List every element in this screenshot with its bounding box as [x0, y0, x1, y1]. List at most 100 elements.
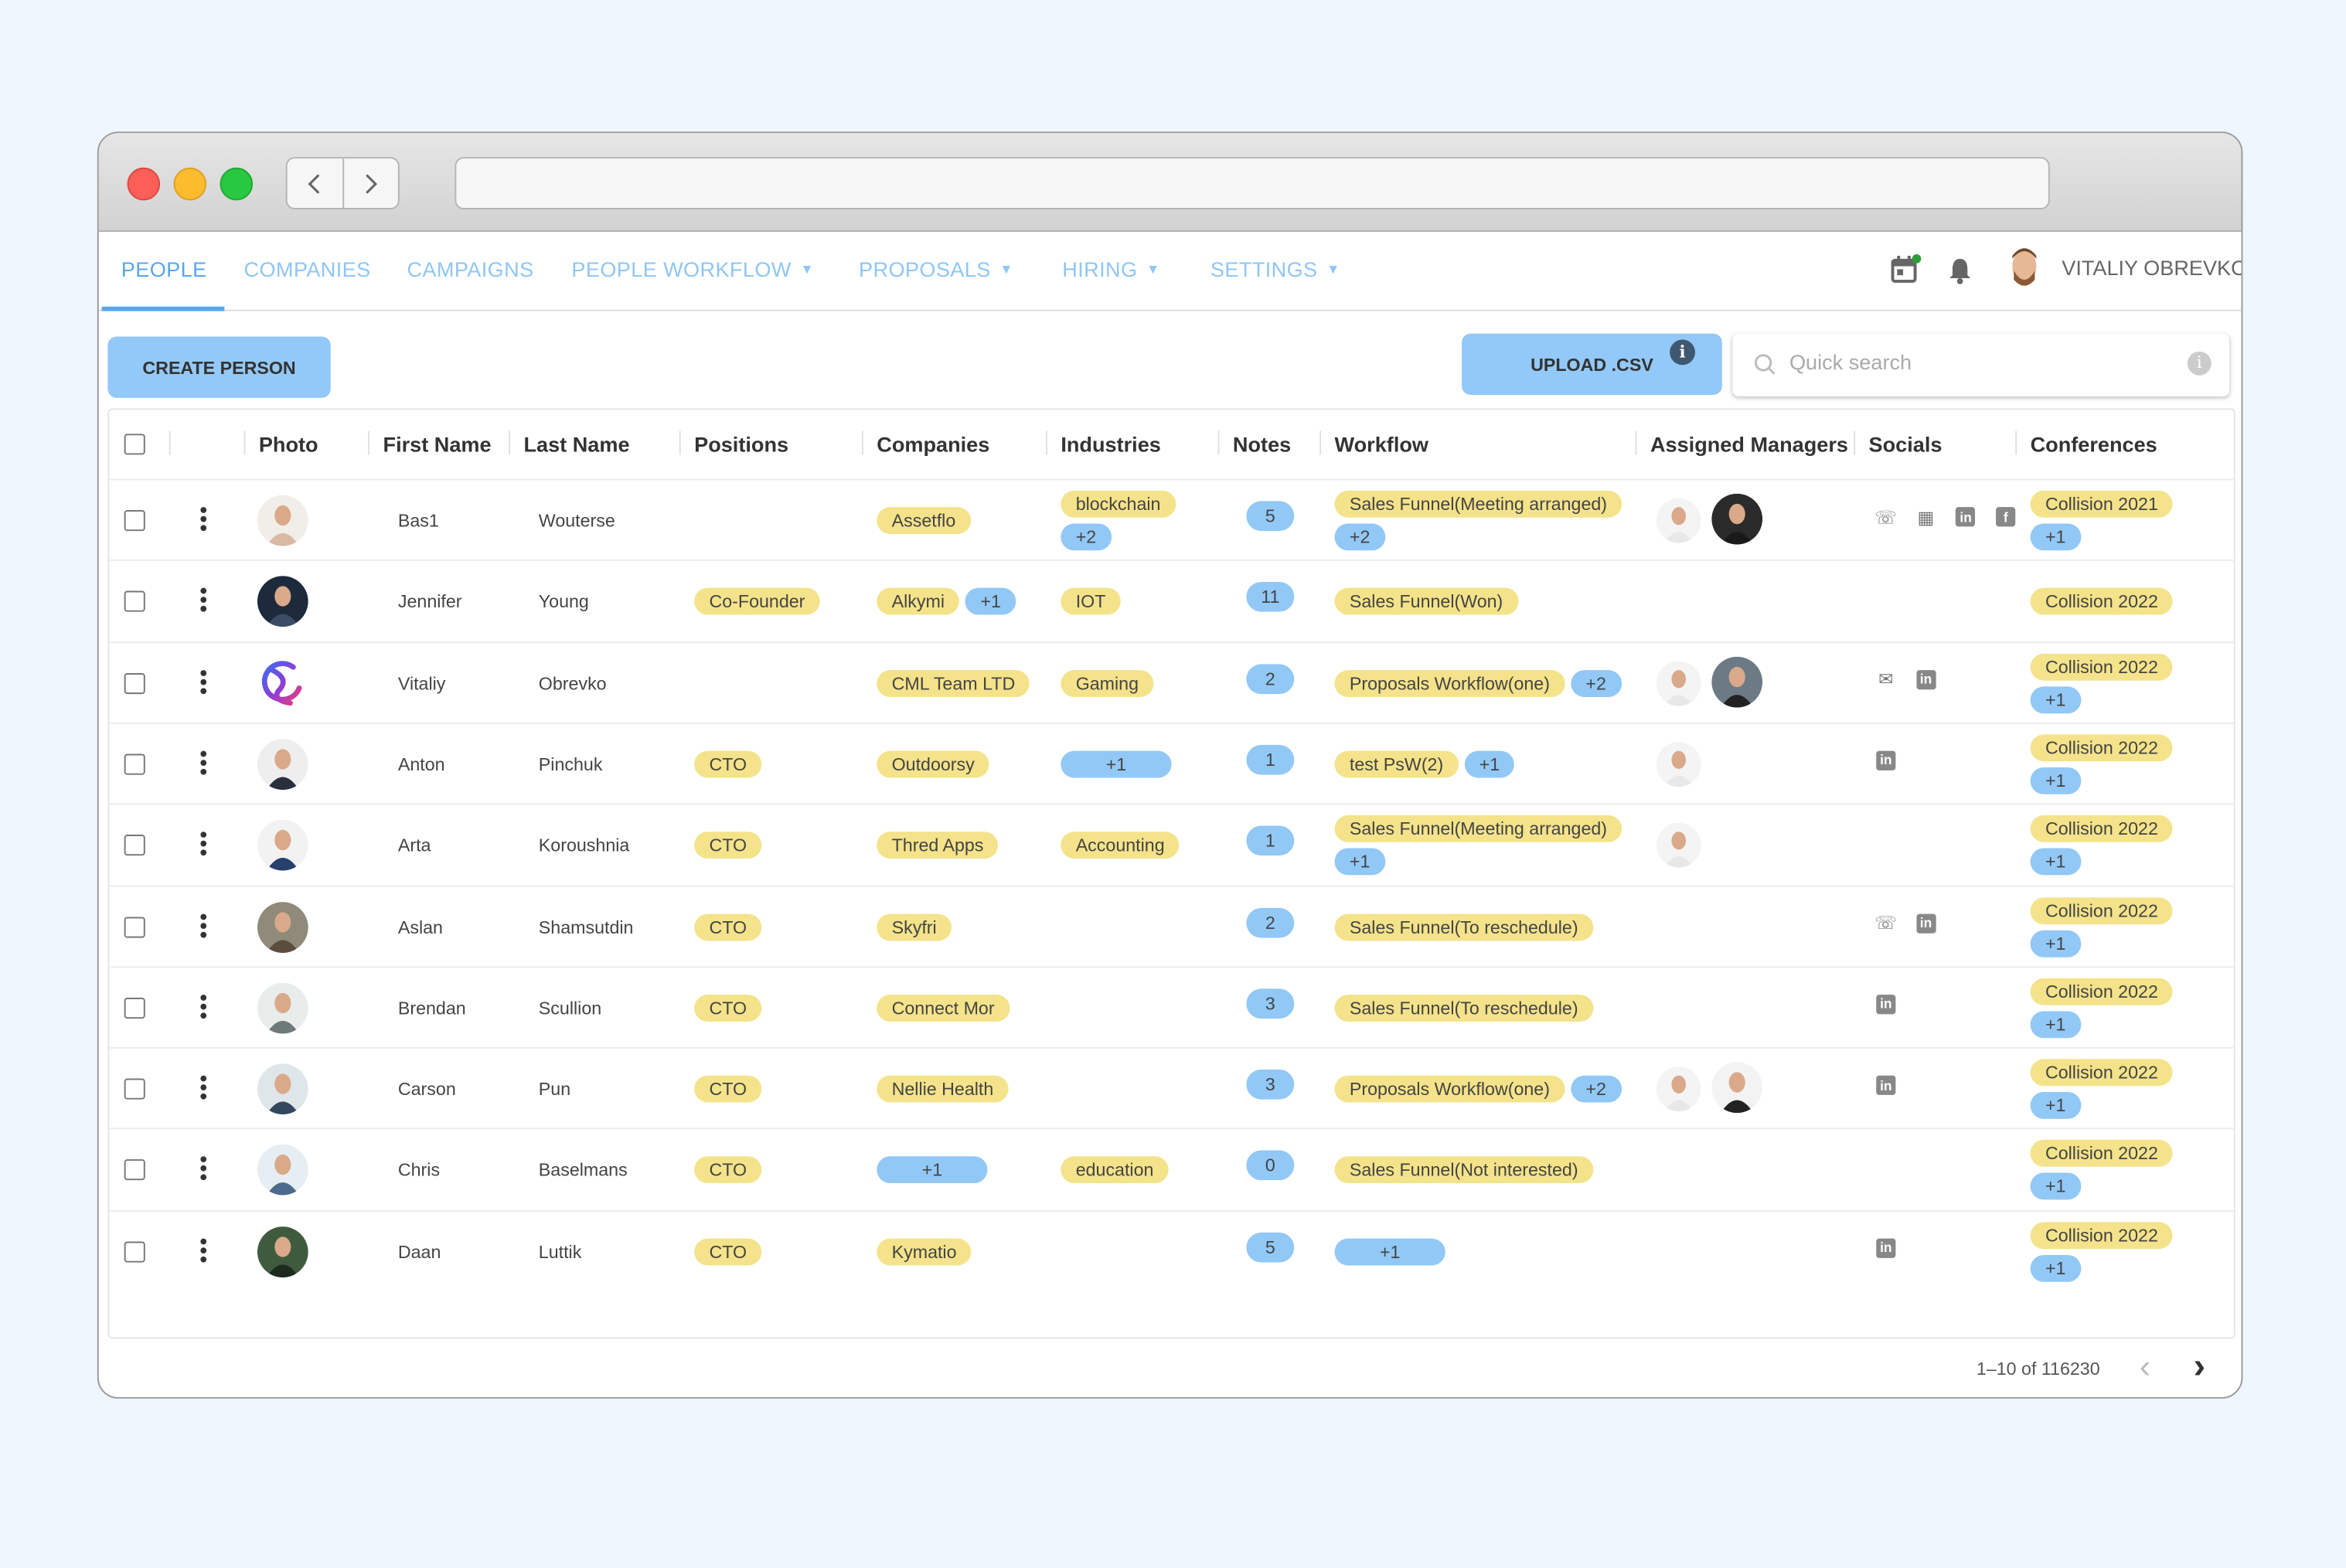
- notes-count-badge[interactable]: 1: [1246, 825, 1295, 856]
- tag-chip[interactable]: education: [1061, 1156, 1169, 1184]
- more-chip[interactable]: +1: [2030, 523, 2081, 551]
- more-chip[interactable]: +1: [2030, 767, 2081, 794]
- column-header-last-name[interactable]: Last Name: [523, 432, 630, 457]
- prev-page-button[interactable]: ‹: [2139, 1347, 2151, 1386]
- tag-chip[interactable]: Outdoorsy: [877, 750, 990, 778]
- user-avatar[interactable]: [2005, 244, 2044, 295]
- tag-chip[interactable]: Sales Funnel(Meeting arranged): [1334, 815, 1622, 843]
- calendar-icon[interactable]: [1890, 253, 1923, 286]
- table-row[interactable]: Chris Baselmans CTO +1 education 0 Sales Funne…: [109, 1128, 2234, 1210]
- forward-button[interactable]: [343, 158, 398, 208]
- column-header-industries[interactable]: Industries: [1061, 432, 1161, 457]
- notes-count-badge[interactable]: 0: [1246, 1151, 1295, 1181]
- facebook-icon[interactable]: f: [1996, 507, 2016, 527]
- notes-count-badge[interactable]: 3: [1246, 1070, 1295, 1100]
- tag-chip[interactable]: Collision 2022: [2030, 815, 2174, 843]
- tag-chip[interactable]: test PsW(2): [1334, 750, 1459, 778]
- email-icon[interactable]: ✉: [1878, 668, 1894, 690]
- tag-chip[interactable]: Collision 2022: [2030, 1059, 2174, 1087]
- tab-proposals[interactable]: PROPOSALS ▼: [859, 257, 1013, 281]
- linkedin-icon[interactable]: in: [1915, 913, 1936, 933]
- search-info-icon[interactable]: i: [2187, 351, 2212, 376]
- tag-chip[interactable]: CTO: [694, 994, 762, 1022]
- more-chip[interactable]: +1: [2030, 848, 2081, 876]
- column-header-conferences[interactable]: Conferences: [2030, 432, 2157, 457]
- row-checkbox[interactable]: [124, 672, 145, 694]
- tag-chip[interactable]: Collision 2022: [2030, 896, 2174, 924]
- row-menu-button[interactable]: [199, 505, 208, 540]
- tab-companies[interactable]: COMPANIES: [244, 257, 371, 281]
- search-input[interactable]: [1786, 348, 2182, 376]
- more-chip[interactable]: +1: [965, 588, 1016, 616]
- more-chip[interactable]: +1: [2030, 929, 2081, 957]
- minimize-window-button[interactable]: [173, 167, 207, 201]
- tag-chip[interactable]: CTO: [694, 832, 762, 859]
- notes-count-badge[interactable]: 3: [1246, 988, 1295, 1019]
- more-chip[interactable]: +1: [1334, 848, 1385, 876]
- back-button[interactable]: [288, 158, 344, 209]
- row-menu-button[interactable]: [199, 750, 208, 784]
- tab-people-workflow[interactable]: PEOPLE WORKFLOW ▼: [571, 257, 814, 281]
- more-chip[interactable]: +1: [2030, 1173, 2081, 1201]
- tag-chip[interactable]: Sales Funnel(Meeting arranged): [1334, 490, 1622, 518]
- table-row[interactable]: Anton Pinchuk CTO Outdoorsy +1 1 test PsW(2) +1…: [109, 722, 2234, 804]
- tag-chip[interactable]: Accounting: [1061, 832, 1180, 859]
- tab-hiring[interactable]: HIRING ▼: [1062, 257, 1159, 281]
- tag-chip[interactable]: Gaming: [1061, 669, 1154, 697]
- row-checkbox[interactable]: [124, 591, 145, 613]
- tag-chip[interactable]: Proposals Workflow(one): [1334, 669, 1565, 697]
- tag-chip[interactable]: Collision 2022: [2030, 734, 2174, 762]
- table-row[interactable]: Carson Pun CTO Nellie Health 3 Proposals Work…: [109, 1047, 2234, 1129]
- tag-chip[interactable]: Proposals Workflow(one): [1334, 1075, 1565, 1103]
- linkedin-icon[interactable]: in: [1956, 507, 1976, 527]
- more-chip[interactable]: +2: [1334, 523, 1385, 551]
- info-icon[interactable]: i: [1670, 339, 1696, 366]
- row-menu-button[interactable]: [199, 912, 208, 947]
- tag-chip[interactable]: blockchain: [1061, 490, 1176, 518]
- row-checkbox[interactable]: [124, 753, 145, 775]
- more-chip[interactable]: +2: [1571, 669, 1622, 697]
- next-page-button[interactable]: ›: [2193, 1346, 2206, 1387]
- more-chip[interactable]: +1: [2030, 1254, 2081, 1282]
- phone-icon[interactable]: ☏: [1874, 912, 1898, 934]
- more-chip[interactable]: +1: [2030, 1011, 2081, 1038]
- tag-chip[interactable]: Kymatio: [877, 1238, 972, 1265]
- tag-chip[interactable]: Collision 2022: [2030, 1140, 2174, 1168]
- maximize-window-button[interactable]: [220, 167, 254, 201]
- tag-chip[interactable]: Thred Apps: [877, 832, 999, 859]
- more-chip[interactable]: +1: [1334, 1238, 1445, 1265]
- tag-chip[interactable]: Alkymi: [877, 588, 960, 616]
- more-chip[interactable]: +2: [1571, 1075, 1622, 1103]
- column-header-assigned-managers[interactable]: Assigned Managers: [1650, 432, 1848, 457]
- tag-chip[interactable]: CTO: [694, 750, 762, 778]
- more-chip[interactable]: +1: [1061, 750, 1172, 778]
- select-all-checkbox[interactable]: [124, 434, 145, 455]
- row-checkbox[interactable]: [124, 510, 145, 532]
- row-checkbox[interactable]: [124, 1240, 145, 1263]
- more-chip[interactable]: +2: [1061, 523, 1112, 551]
- tag-chip[interactable]: Sales Funnel(To reschedule): [1334, 913, 1593, 940]
- column-header-socials[interactable]: Socials: [1868, 432, 1943, 457]
- row-menu-button[interactable]: [199, 1236, 208, 1271]
- tab-campaigns[interactable]: CAMPAIGNS: [407, 257, 533, 281]
- linkedin-icon[interactable]: in: [1876, 994, 1896, 1014]
- tag-chip[interactable]: Collision 2022: [2030, 1221, 2174, 1249]
- notes-count-badge[interactable]: 1: [1246, 744, 1295, 775]
- notes-count-badge[interactable]: 11: [1246, 582, 1295, 613]
- row-menu-button[interactable]: [199, 1155, 208, 1190]
- notes-count-badge[interactable]: 2: [1246, 663, 1295, 694]
- tag-chip[interactable]: CTO: [694, 1238, 762, 1265]
- tag-chip[interactable]: Sales Funnel(Won): [1334, 588, 1518, 616]
- linkedin-icon[interactable]: in: [1915, 669, 1936, 689]
- tag-chip[interactable]: Assetflo: [877, 507, 971, 535]
- column-header-workflow[interactable]: Workflow: [1334, 432, 1429, 457]
- row-menu-button[interactable]: [199, 587, 208, 621]
- table-row[interactable]: Bas1 Wouterse Assetflo blockchain +2 5 Sales F…: [109, 478, 2234, 560]
- row-checkbox[interactable]: [124, 1078, 145, 1100]
- tag-chip[interactable]: CTO: [694, 1156, 762, 1184]
- column-header-positions[interactable]: Positions: [694, 432, 789, 457]
- notes-count-badge[interactable]: 5: [1246, 1232, 1295, 1263]
- tag-chip[interactable]: CML Team LTD: [877, 669, 1030, 697]
- linkedin-icon[interactable]: in: [1876, 1238, 1896, 1258]
- column-header-companies[interactable]: Companies: [877, 432, 990, 457]
